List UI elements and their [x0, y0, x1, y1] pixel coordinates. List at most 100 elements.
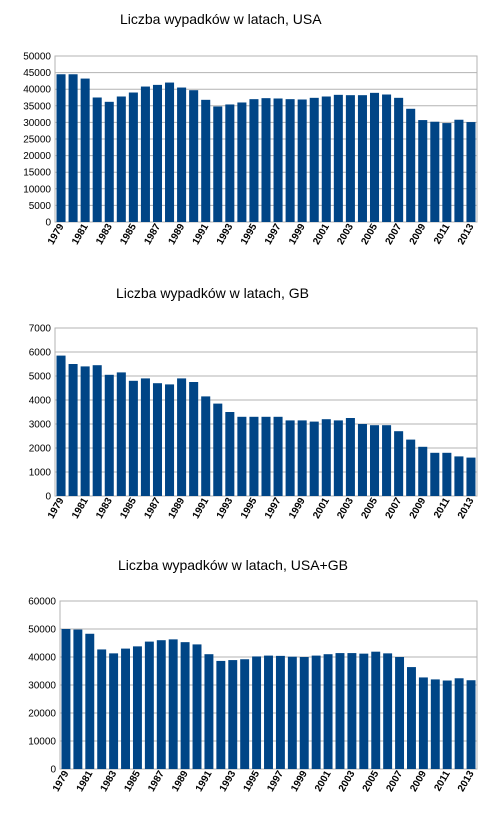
y-tick-label: 7000: [29, 324, 52, 335]
x-tick-label: 2007: [385, 769, 406, 794]
x-tick-label: 1983: [94, 222, 115, 247]
x-tick-label: 2013: [456, 496, 477, 521]
x-tick-label: 2013: [456, 769, 477, 794]
x-tick-label: 2001: [311, 222, 332, 247]
bar: [264, 655, 273, 769]
bar: [152, 383, 163, 496]
x-tick-label: 2009: [408, 496, 429, 521]
y-tick-label: 40000: [28, 653, 56, 664]
bar: [201, 99, 211, 222]
chart-title: Liczba wypadków w latach, USA: [120, 11, 322, 27]
bar: [347, 653, 357, 769]
y-tick-label: 5000: [29, 201, 52, 212]
bar: [297, 420, 307, 496]
bar: [442, 452, 452, 496]
bar: [418, 120, 428, 222]
bar: [228, 660, 238, 769]
x-tick-label: 1981: [70, 222, 91, 247]
x-tick-label: 1989: [167, 222, 188, 247]
bar: [104, 101, 114, 222]
bar: [442, 680, 452, 769]
x-tick-label: 2007: [384, 222, 405, 247]
y-tick-label: 20000: [23, 151, 51, 162]
bar: [335, 653, 345, 769]
bar: [323, 654, 333, 769]
bar: [273, 416, 283, 496]
x-tick-label: 1983: [99, 769, 120, 794]
x-tick-label: 1991: [194, 769, 215, 794]
bar: [189, 90, 199, 222]
bar: [156, 640, 166, 769]
x-tick-label: 1991: [191, 496, 212, 521]
bar: [204, 654, 214, 769]
x-tick-label: 1989: [167, 496, 188, 521]
bar: [418, 677, 428, 769]
bar: [357, 424, 367, 496]
bar: [104, 374, 114, 496]
x-tick-label: 1993: [218, 769, 239, 794]
x-tick-label: 2013: [456, 222, 477, 247]
bar: [80, 366, 90, 496]
x-tick-label: 1983: [94, 496, 115, 521]
bar: [116, 96, 126, 222]
x-tick-label: 2005: [361, 769, 382, 794]
x-tick-label: 1997: [265, 769, 286, 794]
x-tick-label: 2009: [408, 222, 429, 247]
bar: [309, 421, 319, 496]
bar: [407, 667, 416, 769]
bar: [132, 646, 142, 769]
x-tick-label: 1985: [118, 496, 139, 521]
bar: [275, 655, 285, 769]
y-tick-label: 3000: [29, 420, 52, 431]
x-tick-label: 1981: [70, 496, 91, 521]
bar: [333, 94, 343, 222]
bar: [466, 122, 476, 222]
bar: [165, 82, 175, 222]
bar: [287, 656, 297, 769]
y-tick-label: 2000: [29, 444, 52, 455]
bar: [249, 416, 259, 496]
x-tick-label: 2011: [432, 222, 453, 247]
x-tick-label: 1995: [242, 769, 263, 794]
bar: [311, 655, 321, 769]
bar: [395, 657, 405, 769]
y-tick-label: 0: [45, 218, 51, 229]
chart-title: Liczba wypadków w latach, GB: [116, 285, 309, 301]
bar: [430, 452, 440, 496]
bar: [165, 384, 175, 496]
y-tick-label: 0: [45, 492, 51, 503]
bar: [394, 97, 404, 222]
bar: [85, 633, 95, 769]
bar: [140, 86, 150, 222]
bar: [116, 372, 126, 496]
bar: [97, 649, 107, 769]
x-tick-label: 2011: [432, 496, 453, 521]
bar: [68, 364, 78, 496]
x-tick-label: 1993: [215, 496, 236, 521]
y-tick-label: 4000: [29, 396, 52, 407]
x-tick-label: 1999: [289, 769, 310, 794]
bar: [297, 99, 307, 222]
x-tick-label: 1999: [287, 222, 308, 247]
chart-title: Liczba wypadków w latach, USA+GB: [118, 557, 348, 573]
bar: [192, 644, 202, 769]
bar: [92, 365, 102, 496]
bar: [321, 96, 331, 222]
bar: [144, 641, 154, 769]
y-tick-label: 6000: [29, 348, 52, 359]
x-tick-label: 2003: [337, 769, 358, 794]
y-tick-label: 50000: [23, 52, 51, 63]
bar: [442, 123, 452, 222]
y-tick-label: 30000: [28, 681, 56, 692]
bar: [249, 99, 259, 222]
bar: [418, 446, 428, 496]
x-tick-label: 1995: [239, 222, 260, 247]
bar: [213, 106, 223, 222]
x-tick-label: 1997: [263, 222, 284, 247]
bar: [201, 396, 211, 496]
bar: [128, 380, 138, 496]
x-tick-label: 1987: [142, 222, 163, 247]
x-tick-label: 1987: [146, 769, 167, 794]
bar: [406, 439, 416, 496]
bar: [225, 412, 235, 496]
